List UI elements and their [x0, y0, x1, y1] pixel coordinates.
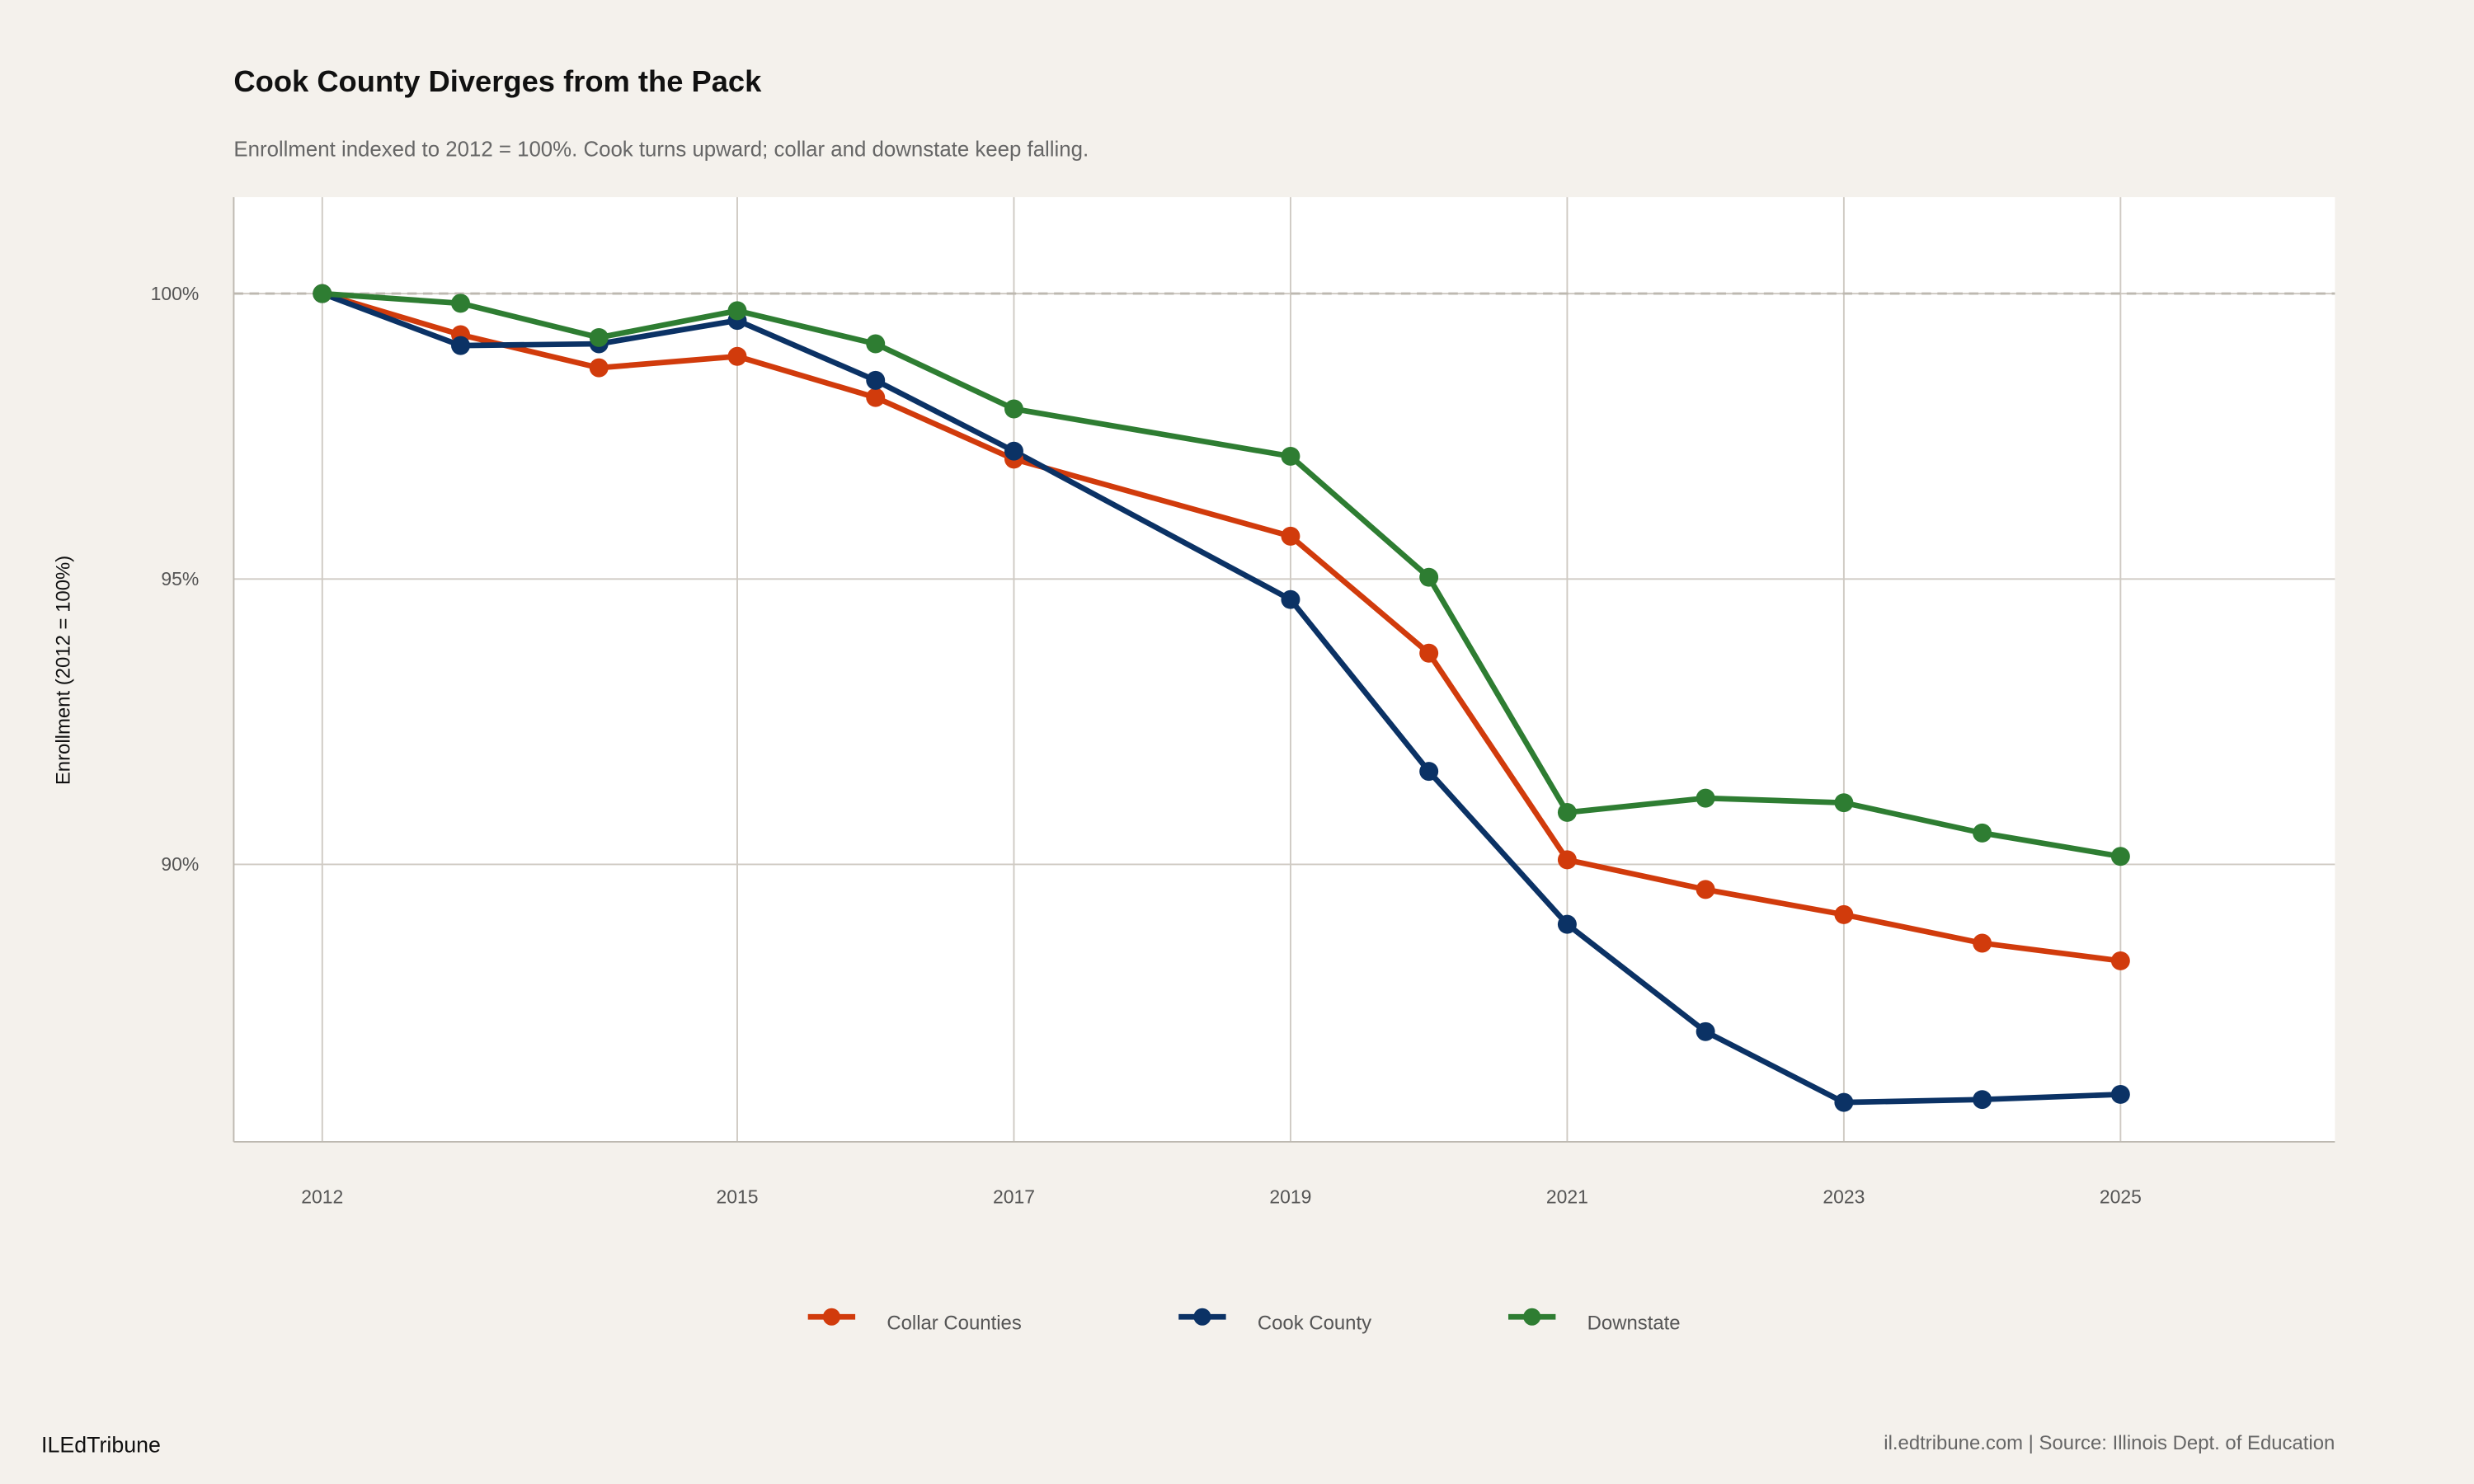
- x-tick-label: 2025: [2100, 1186, 2142, 1208]
- data-point-downstate: [1419, 567, 1439, 587]
- chart-title: Cook County Diverges from the Pack: [233, 64, 762, 98]
- data-point-cook-county: [1696, 1021, 1715, 1041]
- data-point-collar-counties: [1696, 880, 1715, 899]
- data-point-downstate: [451, 294, 470, 313]
- x-tick-label: 2019: [1269, 1186, 1311, 1208]
- brand-logo-text: ILEdTribune: [41, 1433, 161, 1458]
- data-point-collar-counties: [1281, 526, 1300, 546]
- legend-label: Collar Counties: [887, 1313, 1021, 1335]
- data-point-collar-counties: [1419, 643, 1439, 663]
- gridlines: [233, 197, 2335, 1143]
- data-point-cook-county: [866, 370, 886, 390]
- data-point-collar-counties: [1973, 933, 1992, 953]
- plot-panel: [233, 197, 2335, 1142]
- y-tick-label: 100%: [151, 283, 200, 304]
- data-point-downstate: [1834, 793, 1854, 813]
- data-point-cook-county: [1419, 762, 1439, 782]
- data-point-collar-counties: [589, 358, 609, 378]
- legend: Collar Counties Cook County Downstate: [807, 1308, 1681, 1335]
- y-tick-label: 90%: [161, 853, 199, 875]
- legend-label: Downstate: [1587, 1313, 1681, 1335]
- data-point-cook-county: [1004, 441, 1023, 461]
- source-caption: il.edtribune.com | Source: Illinois Dept…: [1884, 1432, 2335, 1454]
- data-point-downstate: [1696, 788, 1715, 808]
- data-point-collar-counties: [866, 387, 886, 407]
- data-point-collar-counties: [1834, 904, 1854, 924]
- data-point-downstate: [1281, 446, 1300, 466]
- data-point-downstate: [1973, 823, 1992, 843]
- x-tick-label: 2023: [1823, 1186, 1865, 1208]
- data-point-downstate: [313, 284, 332, 303]
- y-axis: 90% 95% 100%: [151, 283, 200, 875]
- legend-label: Cook County: [1258, 1313, 1371, 1335]
- x-tick-label: 2021: [1546, 1186, 1588, 1208]
- data-point-collar-counties: [1557, 850, 1577, 870]
- x-tick-label: 2017: [993, 1186, 1035, 1208]
- data-point-cook-county: [1973, 1090, 1992, 1110]
- data-point-cook-county: [2110, 1084, 2130, 1104]
- legend-key-point: [1193, 1308, 1211, 1326]
- data-point-downstate: [866, 334, 886, 354]
- data-point-downstate: [727, 301, 747, 321]
- data-point-downstate: [1557, 802, 1577, 822]
- data-point-cook-county: [1834, 1092, 1854, 1112]
- x-tick-label: 2012: [301, 1186, 343, 1208]
- y-tick-label: 95%: [161, 568, 199, 589]
- chart-subtitle: Enrollment indexed to 2012 = 100%. Cook …: [233, 138, 1089, 161]
- data-point-collar-counties: [727, 346, 747, 366]
- x-tick-label: 2015: [716, 1186, 758, 1208]
- y-axis-label: Enrollment (2012 = 100%): [52, 556, 74, 785]
- data-point-cook-county: [1557, 914, 1577, 934]
- data-point-cook-county: [451, 336, 470, 355]
- data-point-downstate: [1004, 399, 1023, 419]
- series-group: [313, 284, 2130, 1112]
- data-point-cook-county: [1281, 589, 1300, 609]
- data-point-downstate: [589, 327, 609, 347]
- data-point-downstate: [2110, 847, 2130, 866]
- legend-key-point: [1523, 1308, 1541, 1326]
- data-point-collar-counties: [2110, 951, 2130, 970]
- x-axis: 2012 2015 2017 2019 2021 2023 2025: [301, 1186, 2142, 1208]
- legend-key-point: [822, 1308, 840, 1326]
